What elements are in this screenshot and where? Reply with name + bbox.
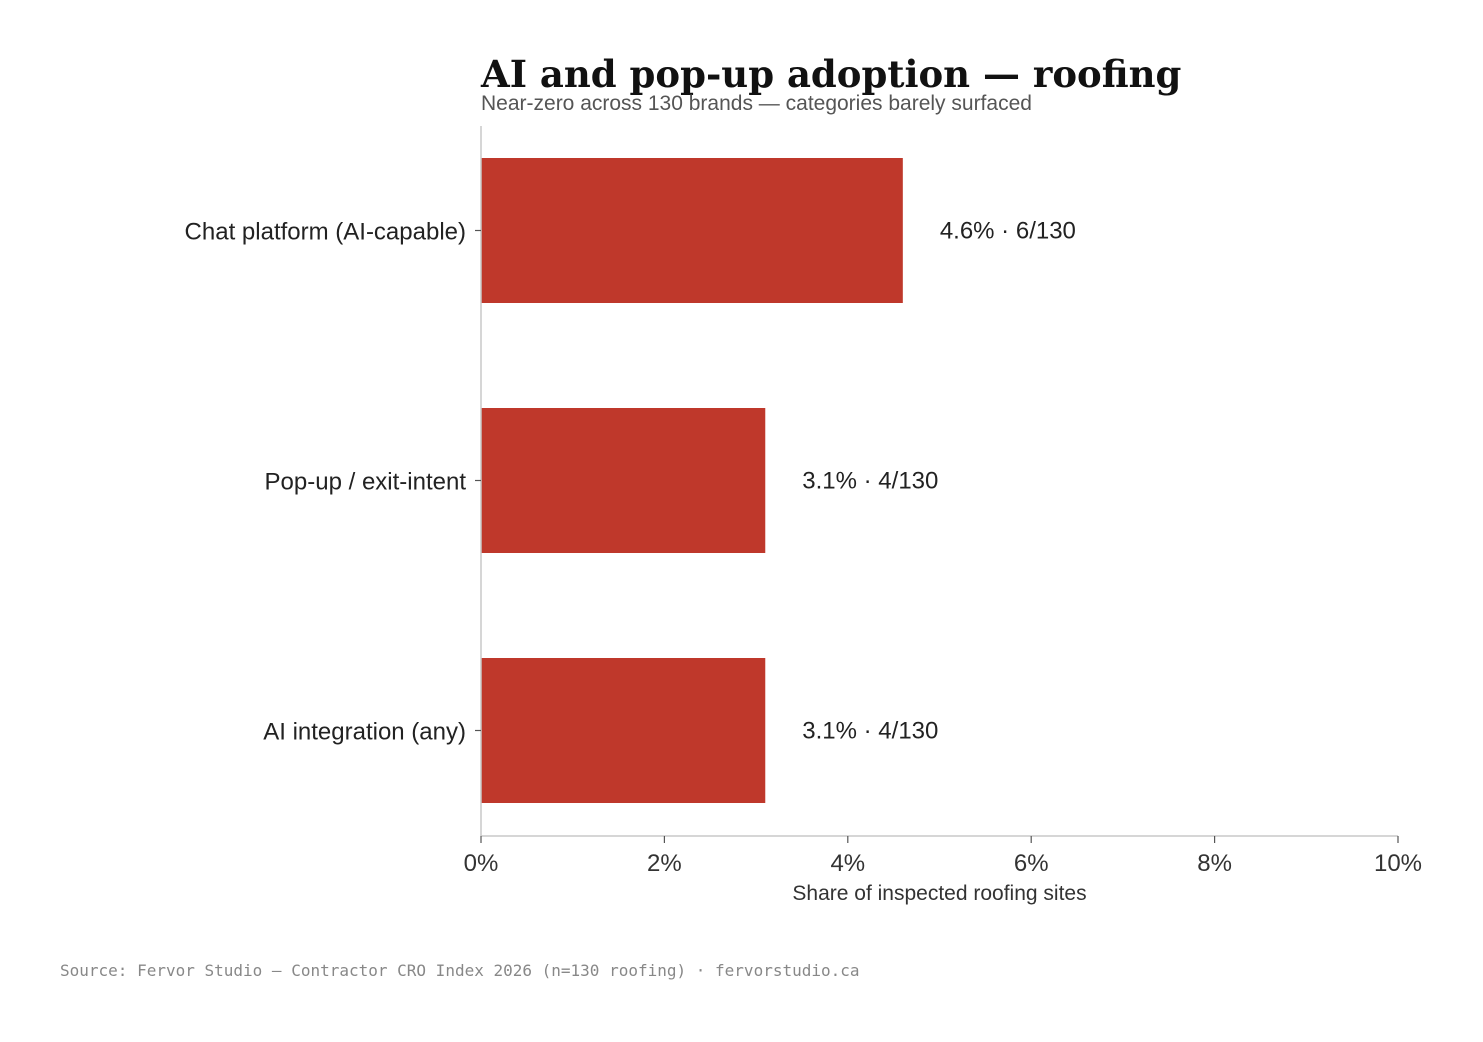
x-tick-label: 6% (1014, 850, 1049, 877)
x-axis-title: Share of inspected roofing sites (792, 882, 1086, 905)
x-tick-label: 8% (1197, 850, 1232, 877)
source-note: Source: Fervor Studio — Contractor CRO I… (60, 961, 860, 980)
bar (481, 408, 766, 553)
data-label: 4.6% · 6/130 (940, 218, 1076, 245)
x-tick-label: 4% (830, 850, 865, 877)
x-tick-label: 0% (464, 850, 499, 877)
category-label: Chat platform (AI-capable) (185, 219, 466, 246)
chart-subtitle: Near-zero across 130 brands — categories… (481, 92, 1032, 115)
data-label: 3.1% · 4/130 (802, 718, 938, 745)
x-tick-label: 10% (1374, 850, 1422, 877)
category-label: AI integration (any) (263, 719, 466, 746)
x-tick-label: 2% (647, 850, 682, 877)
bar (481, 658, 766, 803)
category-label: Pop-up / exit-intent (265, 469, 467, 496)
chart-title: AI and pop-up adoption — roofing (481, 52, 1182, 96)
bar (481, 158, 903, 303)
data-label: 3.1% · 4/130 (802, 468, 938, 495)
